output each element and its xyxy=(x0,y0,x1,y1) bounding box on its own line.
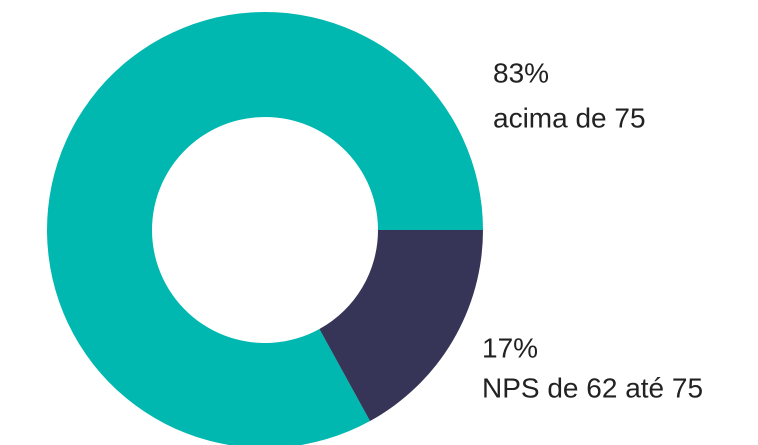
value-label: 83% xyxy=(493,57,549,88)
donut-slice xyxy=(47,12,483,445)
category-label: NPS de 62 até 75 xyxy=(482,372,703,403)
category-label: acima de 75 xyxy=(493,102,646,133)
value-label: 17% xyxy=(482,332,538,363)
donut-slice xyxy=(319,230,483,422)
